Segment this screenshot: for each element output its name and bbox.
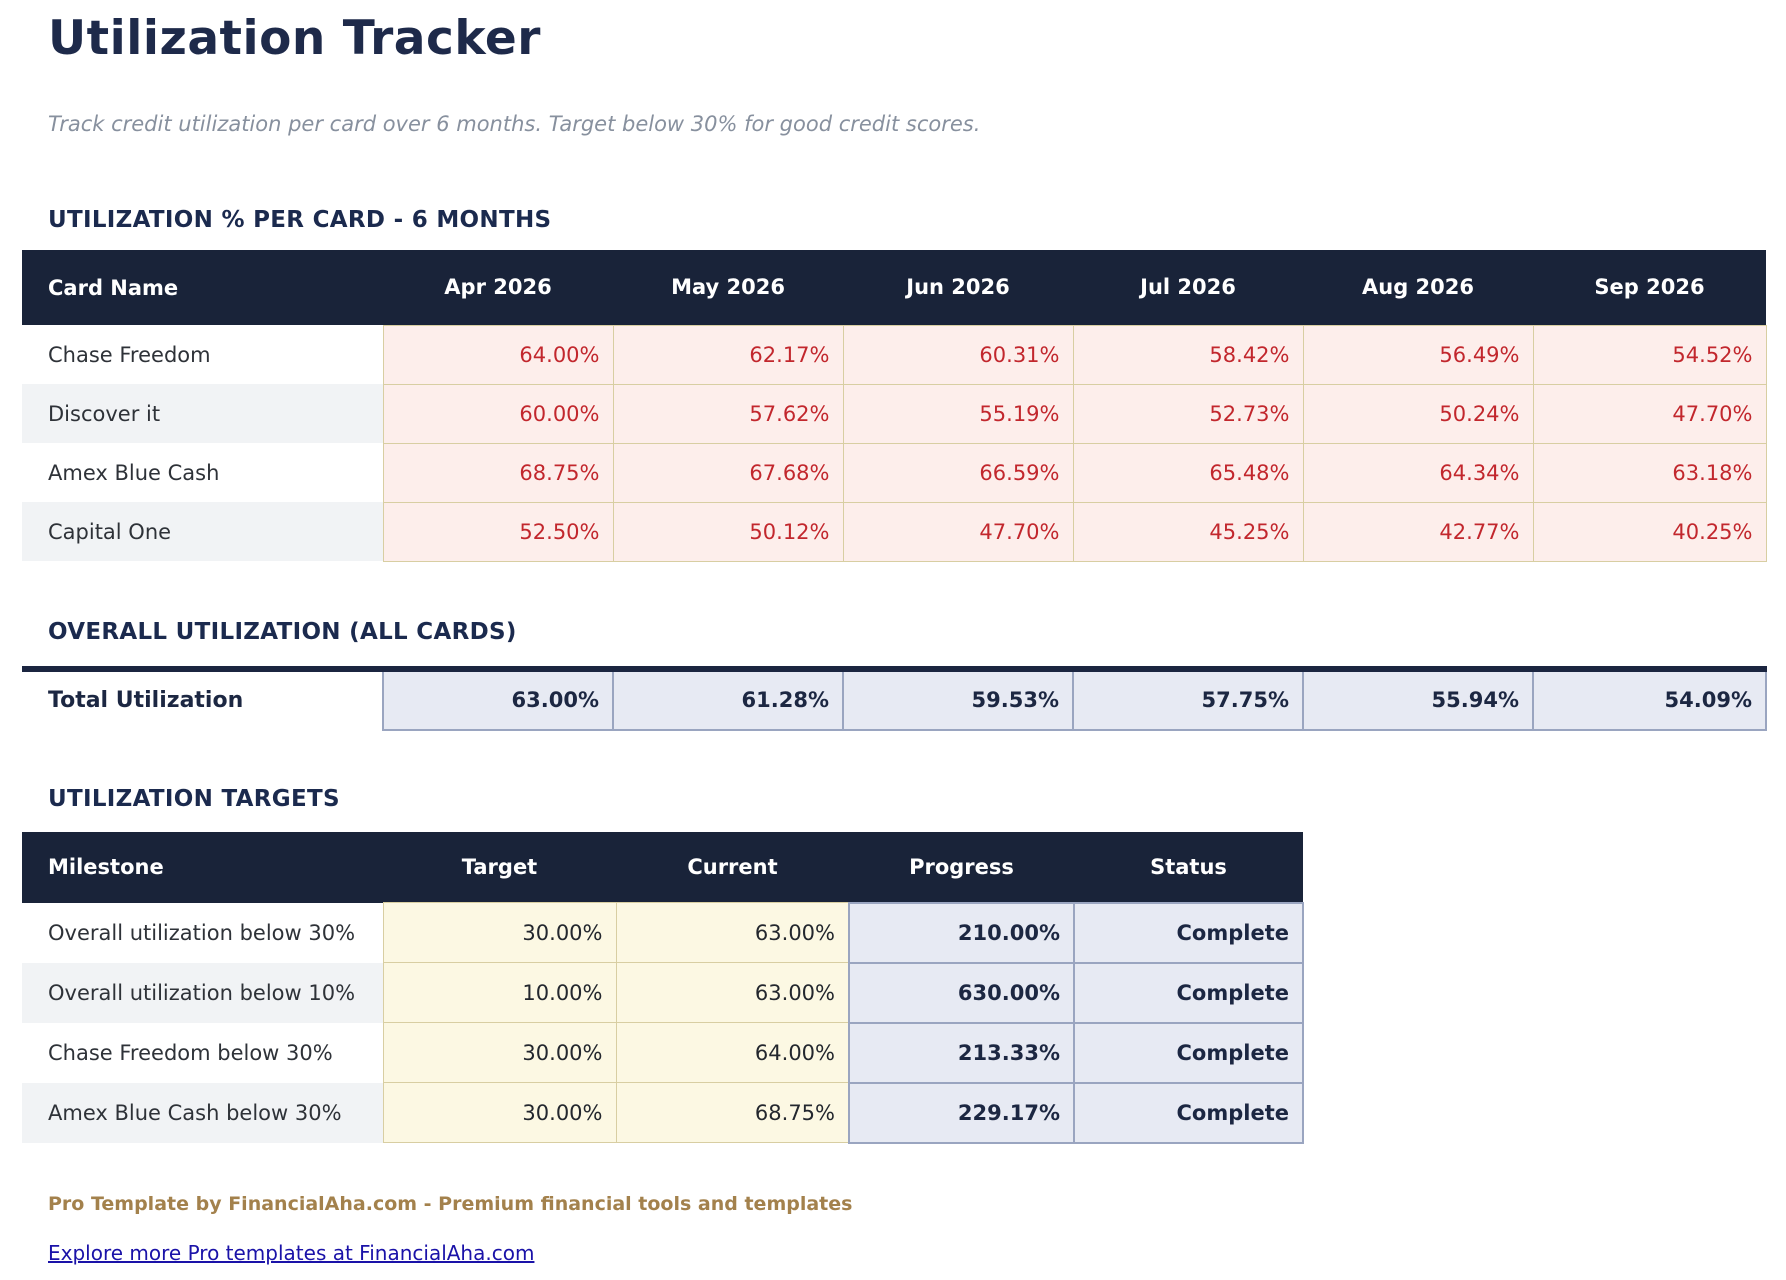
status-cell: Complete (1073, 1081, 1304, 1144)
utilization-value-cell: 54.52% (1532, 324, 1767, 385)
utilization-value-cell: 40.25% (1532, 501, 1767, 562)
progress-cell: 210.00% (848, 901, 1075, 964)
utilization-value-cell: 65.48% (1072, 442, 1304, 503)
target-cell: 30.00% (382, 1082, 617, 1144)
col-header-jul-2026: Jul 2026 (1073, 250, 1303, 326)
utilization-value-cell: 45.25% (1072, 501, 1304, 562)
footer-link[interactable]: Explore more Pro templates at FinancialA… (48, 1240, 535, 1265)
utilization-value-cell: 60.00% (382, 383, 614, 444)
col-header-apr-2026: Apr 2026 (383, 250, 613, 326)
milestone-cell: Chase Freedom below 30% (22, 1022, 383, 1083)
utilization-value-cell: 64.00% (382, 324, 614, 385)
total-label-cell: Total Utilization (22, 665, 383, 730)
utilization-value-cell: 47.70% (842, 501, 1074, 562)
overall-utilization-table: Total Utilization 63.00% 61.28% 59.53% 5… (22, 665, 1767, 731)
milestone-cell: Overall utilization below 30% (22, 902, 383, 963)
utilization-value-cell: 62.17% (612, 324, 844, 385)
footer-branding: Pro Template by FinancialAha.com - Premi… (48, 1192, 853, 1215)
col-header-sep-2026: Sep 2026 (1533, 250, 1766, 326)
progress-cell: 213.33% (848, 1021, 1075, 1084)
total-value-cell: 57.75% (1072, 665, 1304, 731)
utilization-value-cell: 50.12% (612, 501, 844, 562)
target-cell: 30.00% (382, 1022, 617, 1084)
table-row: Capital One 52.50% 50.12% 47.70% 45.25% … (22, 501, 1767, 562)
table-row: Amex Blue Cash 68.75% 67.68% 66.59% 65.4… (22, 442, 1767, 503)
page-content: Utilization Tracker Track credit utiliza… (0, 11, 1786, 1265)
table-row: Overall utilization below 30% 30.00% 63.… (22, 901, 1304, 964)
card-name-cell: Amex Blue Cash (22, 443, 383, 503)
utilization-value-cell: 66.59% (842, 442, 1074, 503)
status-cell: Complete (1073, 1021, 1304, 1084)
col-header-aug-2026: Aug 2026 (1303, 250, 1533, 326)
utilization-value-cell: 64.34% (1302, 442, 1534, 503)
utilization-section-heading: UTILIZATION % PER CARD - 6 MONTHS (48, 207, 552, 234)
table-row: Chase Freedom 64.00% 62.17% 60.31% 58.42… (22, 324, 1767, 385)
utilization-value-cell: 50.24% (1302, 383, 1534, 444)
col-header-card-name: Card Name (22, 250, 383, 326)
progress-cell: 630.00% (848, 961, 1075, 1024)
utilization-table: Card Name Apr 2026 May 2026 Jun 2026 Jul… (22, 250, 1767, 562)
table-row: Discover it 60.00% 57.62% 55.19% 52.73% … (22, 383, 1767, 444)
current-cell: 68.75% (615, 1082, 850, 1144)
total-value-cell: 55.94% (1302, 665, 1534, 731)
table-row: Amex Blue Cash below 30% 30.00% 68.75% 2… (22, 1081, 1304, 1144)
utilization-value-cell: 55.19% (842, 383, 1074, 444)
utilization-header-row: Card Name Apr 2026 May 2026 Jun 2026 Jul… (22, 250, 1766, 326)
total-value-cell: 59.53% (842, 665, 1074, 731)
utilization-value-cell: 58.42% (1072, 324, 1304, 385)
status-cell: Complete (1073, 961, 1304, 1024)
table-row: Chase Freedom below 30% 30.00% 64.00% 21… (22, 1021, 1304, 1084)
target-cell: 10.00% (382, 962, 617, 1024)
overall-section-heading: OVERALL UTILIZATION (ALL CARDS) (48, 618, 517, 645)
col-header-target: Target (383, 831, 616, 903)
utilization-value-cell: 63.18% (1532, 442, 1767, 503)
progress-cell: 229.17% (848, 1081, 1075, 1144)
utilization-value-cell: 60.31% (842, 324, 1074, 385)
current-cell: 64.00% (615, 1022, 850, 1084)
card-name-cell: Chase Freedom (22, 325, 383, 385)
status-cell: Complete (1073, 901, 1304, 964)
total-value-cell: 63.00% (382, 665, 614, 731)
utilization-value-cell: 56.49% (1302, 324, 1534, 385)
current-cell: 63.00% (615, 902, 850, 964)
utilization-value-cell: 42.77% (1302, 501, 1534, 562)
utilization-value-cell: 52.50% (382, 501, 614, 562)
page-subtitle: Track credit utilization per card over 6… (48, 112, 981, 137)
card-name-cell: Capital One (22, 502, 383, 562)
card-name-cell: Discover it (22, 384, 383, 444)
utilization-value-cell: 47.70% (1532, 383, 1767, 444)
total-utilization-row: Total Utilization 63.00% 61.28% 59.53% 5… (22, 665, 1767, 731)
targets-header-row: Milestone Target Current Progress Status (22, 831, 1303, 903)
targets-table: Milestone Target Current Progress Status… (22, 831, 1304, 1144)
col-header-milestone: Milestone (22, 831, 383, 903)
col-header-progress: Progress (849, 831, 1074, 903)
total-value-cell: 61.28% (612, 665, 844, 731)
page-title: Utilization Tracker (48, 11, 541, 66)
utilization-value-cell: 67.68% (612, 442, 844, 503)
milestone-cell: Overall utilization below 10% (22, 962, 383, 1023)
utilization-value-cell: 57.62% (612, 383, 844, 444)
col-header-may-2026: May 2026 (613, 250, 843, 326)
table-row: Overall utilization below 10% 10.00% 63.… (22, 961, 1304, 1024)
target-cell: 30.00% (382, 902, 617, 964)
total-value-cell: 54.09% (1532, 665, 1767, 731)
utilization-value-cell: 52.73% (1072, 383, 1304, 444)
col-header-current: Current (616, 831, 849, 903)
utilization-value-cell: 68.75% (382, 442, 614, 503)
col-header-status: Status (1074, 831, 1303, 903)
col-header-jun-2026: Jun 2026 (843, 250, 1073, 326)
targets-section-heading: UTILIZATION TARGETS (48, 785, 340, 812)
milestone-cell: Amex Blue Cash below 30% (22, 1082, 383, 1143)
current-cell: 63.00% (615, 962, 850, 1024)
